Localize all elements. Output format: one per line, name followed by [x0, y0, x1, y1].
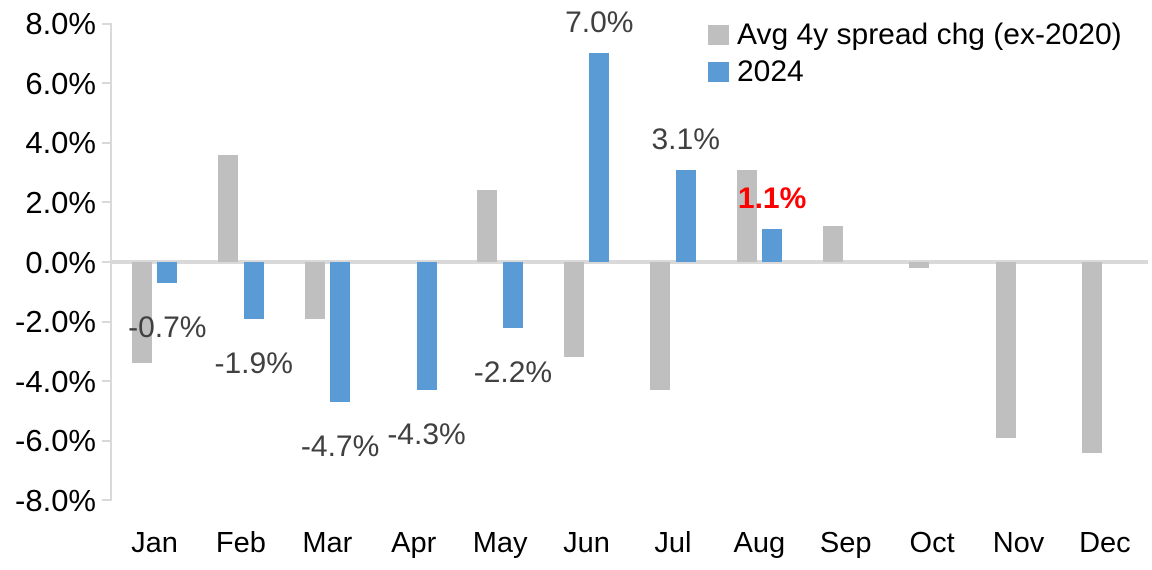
bar-avg-may: [477, 190, 498, 262]
legend-swatch-blue: [708, 61, 729, 82]
bar-avg-jul: [650, 262, 671, 391]
y-axis-tick: [102, 141, 111, 144]
bar-2024-jan: [157, 262, 178, 283]
y-axis-tick-label: -4.0%: [15, 363, 96, 399]
x-axis-label-jul: Jul: [654, 527, 692, 559]
y-axis-tick: [102, 320, 111, 323]
x-axis-label-may: May: [472, 527, 528, 559]
data-label-may: -2.2%: [473, 355, 553, 389]
data-label-jul: 3.1%: [651, 122, 720, 156]
bar-avg-aug: [736, 169, 757, 262]
data-label-apr: -4.3%: [387, 418, 466, 452]
y-axis-tick: [102, 22, 111, 25]
legend-swatch-gray: [708, 24, 729, 45]
x-axis-label-oct: Oct: [909, 527, 955, 559]
x-axis-label-aug: Aug: [733, 527, 786, 559]
y-axis-tick-label: -2.0%: [15, 304, 96, 340]
x-axis-label-jun: Jun: [563, 527, 610, 559]
y-axis-tick: [102, 439, 111, 442]
y-axis-tick: [102, 261, 111, 263]
x-axis-label-apr: Apr: [391, 527, 437, 559]
y-axis-tick-label: 6.0%: [25, 65, 96, 101]
x-axis-label-dec: Dec: [1079, 527, 1131, 559]
y-axis-tick-label: -8.0%: [15, 482, 96, 518]
zero-gridline: [110, 260, 1148, 264]
y-axis-tick-label: 4.0%: [25, 125, 96, 161]
x-axis-label-feb: Feb: [215, 527, 266, 559]
x-axis-label-jan: Jan: [131, 527, 178, 559]
bar-avg-oct: [909, 262, 930, 268]
y-axis-tick-label: -6.0%: [15, 423, 96, 459]
bar-2024-aug: [762, 229, 783, 262]
legend-label-2024: 2024: [737, 54, 804, 88]
data-label-mar: -4.7%: [300, 430, 380, 464]
bar-avg-jan: [131, 262, 152, 364]
bar-avg-dec: [1082, 262, 1103, 453]
y-axis-tick: [102, 82, 111, 85]
bar-avg-jun: [563, 262, 584, 358]
y-axis-tick: [102, 380, 111, 383]
y-axis-tick: [102, 201, 111, 204]
data-label-jun: 7.0%: [565, 6, 634, 40]
y-axis-tick: [102, 499, 111, 502]
bar-avg-nov: [995, 262, 1016, 438]
bar-avg-sep: [822, 226, 843, 262]
data-label-aug: 1.1%: [737, 182, 807, 216]
data-label-jan: -0.7%: [128, 310, 207, 344]
x-axis-label-sep: Sep: [819, 527, 872, 559]
bar-avg-feb: [218, 154, 239, 262]
y-axis-tick-label: 8.0%: [25, 6, 96, 42]
y-axis-tick-label: 2.0%: [25, 184, 96, 220]
legend: Avg 4y spread chg (ex-2020) 2024: [708, 16, 1122, 90]
bar-2024-mar: [330, 262, 351, 403]
bar-2024-may: [502, 262, 523, 328]
data-label-feb: -1.9%: [214, 346, 293, 380]
bar-avg-mar: [304, 262, 325, 319]
bar-2024-jun: [589, 53, 610, 262]
legend-item-2024: 2024: [708, 53, 1122, 90]
x-axis-label-mar: Mar: [302, 527, 353, 559]
y-axis-tick-label: 0.0%: [25, 244, 96, 280]
bar-2024-apr: [416, 262, 437, 391]
bar-2024-jul: [675, 169, 696, 262]
bar-2024-feb: [243, 262, 264, 319]
legend-item-avg-spread: Avg 4y spread chg (ex-2020): [708, 16, 1122, 53]
legend-label-avg-spread: Avg 4y spread chg (ex-2020): [737, 17, 1122, 51]
x-axis-label-nov: Nov: [992, 527, 1045, 559]
